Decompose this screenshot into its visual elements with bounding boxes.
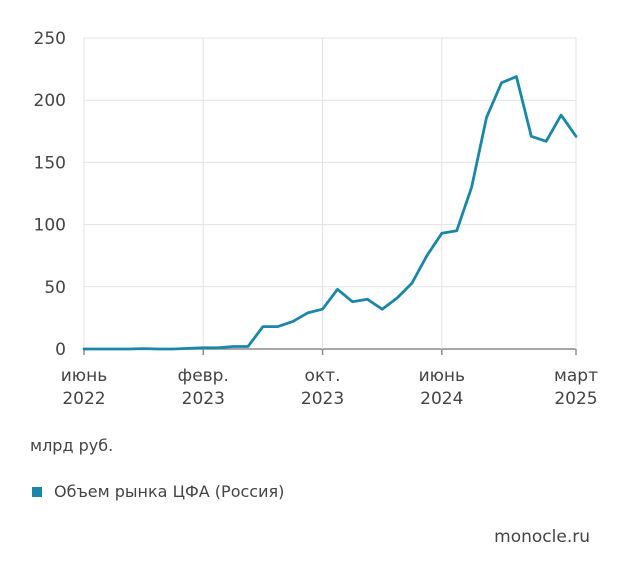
legend-label: Объем рынка ЦФА (Россия) xyxy=(54,482,285,501)
x-tick-label: июнь xyxy=(61,366,108,386)
y-tick-label: 250 xyxy=(34,29,66,49)
y-tick-label: 50 xyxy=(44,278,66,298)
unit-label: млрд руб. xyxy=(30,436,114,455)
x-tick-label: 2023 xyxy=(182,389,225,409)
legend: Объем рынка ЦФА (Россия) xyxy=(32,482,284,501)
series-line xyxy=(82,75,578,351)
legend-swatch xyxy=(32,486,42,497)
line-chart: 0 50 100 150 200 250 июнь 2022 февр. 2023 окт. 2023… xyxy=(34,29,599,409)
y-tick-label: 150 xyxy=(34,153,66,173)
x-tick-label: июнь xyxy=(419,366,466,386)
x-tick-label: 2022 xyxy=(62,389,105,409)
x-tick-label: февр. xyxy=(178,366,229,386)
y-tick-label: 0 xyxy=(55,340,66,360)
x-tick-label: 2023 xyxy=(301,389,344,409)
y-tick-label: 200 xyxy=(34,91,66,111)
x-tick-label: 2025 xyxy=(554,389,597,409)
x-tick-label: окт. xyxy=(305,366,341,386)
source-credit: monocle.ru xyxy=(494,527,590,547)
x-tick-label: 2024 xyxy=(420,389,463,409)
y-tick-label: 100 xyxy=(34,216,66,236)
x-tick-label: март xyxy=(554,366,598,386)
